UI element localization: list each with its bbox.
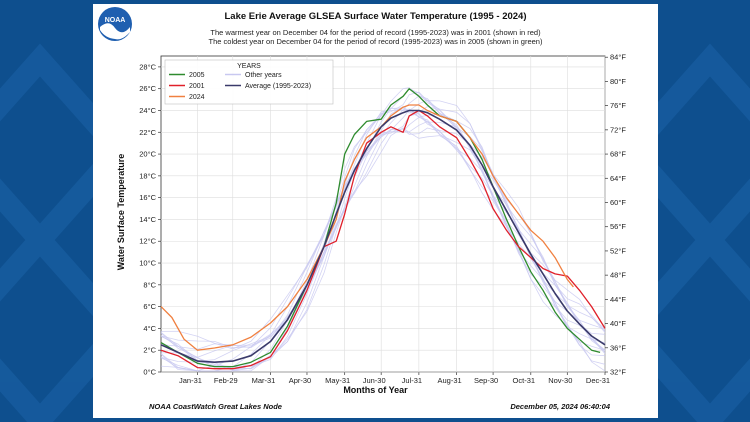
- noaa-logo: NOAA: [98, 7, 132, 41]
- temperature-chart: Jan-31 Feb-29 Mar-31 Apr-30 May-31 Jun-30 Jul-…: [139, 53, 626, 385]
- y-tick-label-left: 14°C: [139, 215, 156, 224]
- y-tick-label-left: 12°C: [139, 237, 156, 246]
- legend-box: [164, 59, 334, 105]
- y-tick-label-right: 68°F: [610, 150, 626, 159]
- y-tick-label-left: 22°C: [139, 128, 156, 137]
- series-line-average: [160, 109, 606, 364]
- noaa-logo-text: NOAA: [105, 17, 126, 24]
- series-line-other-years: [160, 106, 606, 368]
- series-line-2005: [160, 88, 601, 368]
- y-tick-label-right: 84°F: [610, 53, 626, 62]
- x-axis-label: Months of Year: [343, 385, 408, 395]
- y-axis-label: Water Surface Temperature: [116, 153, 126, 271]
- legend-entry: Other years: [245, 72, 282, 79]
- y-tick-label-right: 36°F: [610, 343, 626, 352]
- x-tick-label: Aug-31: [438, 376, 462, 385]
- x-tick-label: Jul-31: [402, 376, 422, 385]
- y-tick-label-right: 32°F: [610, 368, 626, 377]
- subtitle-warmest: The warmest year on December 04 for the …: [210, 28, 541, 37]
- legend-entry: 2001: [189, 83, 205, 90]
- y-tick-label-right: 60°F: [610, 198, 626, 207]
- y-tick-label-right: 52°F: [610, 246, 626, 255]
- y-tick-label-left: 20°C: [139, 150, 156, 159]
- footer-source: NOAA CoastWatch Great Lakes Node: [149, 402, 282, 411]
- y-tick-label-left: 26°C: [139, 84, 156, 93]
- y-tick-label-right: 76°F: [610, 101, 626, 110]
- x-tick-label: Apr-30: [289, 376, 312, 385]
- y-tick-label-left: 16°C: [139, 193, 156, 202]
- y-tick-label-left: 2°C: [143, 346, 156, 355]
- x-tick-label: Oct-31: [513, 376, 536, 385]
- y-tick-label-right: 72°F: [610, 125, 626, 134]
- series-line-other-years: [160, 109, 606, 370]
- subtitle-coldest: The coldest year on December 04 for the …: [208, 37, 543, 46]
- y-tick-label-left: 28°C: [139, 62, 156, 71]
- x-tick-label: Nov-30: [548, 376, 572, 385]
- series-line-other-years: [160, 99, 606, 362]
- y-tick-label-left: 10°C: [139, 259, 156, 268]
- series-line-2024: [160, 104, 574, 351]
- y-tick-label-right: 44°F: [610, 295, 626, 304]
- y-tick-label-left: 4°C: [143, 324, 156, 333]
- chart-card: NOAA Lake Erie Average GLSEA Surface Wat…: [93, 4, 658, 418]
- y-tick-label-left: 24°C: [139, 106, 156, 115]
- footer-timestamp: December 05, 2024 06:40:04: [510, 402, 610, 411]
- x-tick-label: Mar-31: [252, 376, 276, 385]
- y-tick-label-left: 0°C: [143, 368, 156, 377]
- y-tick-label-right: 64°F: [610, 174, 626, 183]
- y-tick-label-right: 56°F: [610, 222, 626, 231]
- legend-title: YEARS: [237, 63, 261, 70]
- legend-entry: 2005: [189, 72, 205, 79]
- x-tick-label: Jan-31: [179, 376, 202, 385]
- legend-entry: 2024: [189, 94, 205, 101]
- legend-entry: Average (1995-2023): [245, 83, 311, 90]
- y-tick-label-right: 48°F: [610, 271, 626, 280]
- x-tick-label: May-31: [325, 376, 350, 385]
- x-tick-label: Jun-30: [363, 376, 386, 385]
- y-tick-label-left: 18°C: [139, 171, 156, 180]
- x-tick-label: Sep-30: [474, 376, 498, 385]
- series-line-other-years: [160, 127, 606, 372]
- y-tick-label-left: 6°C: [143, 302, 156, 311]
- x-tick-label: Dec-31: [586, 376, 610, 385]
- y-tick-label-right: 80°F: [610, 77, 626, 86]
- y-tick-label-right: 40°F: [610, 319, 626, 328]
- page-title: Lake Erie Average GLSEA Surface Water Te…: [224, 11, 527, 22]
- y-tick-label-left: 8°C: [143, 280, 156, 289]
- x-tick-label: Feb-29: [214, 376, 238, 385]
